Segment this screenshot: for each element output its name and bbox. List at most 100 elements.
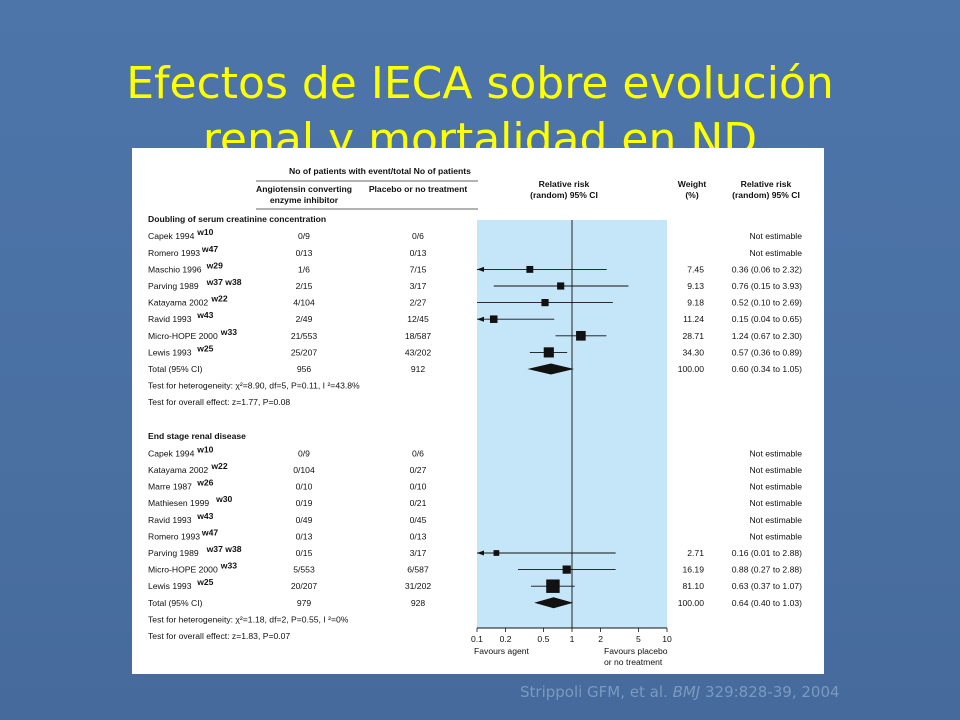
- study-name: Parving 1989: [148, 281, 199, 291]
- weight-value: 11.24: [683, 314, 704, 324]
- point-estimate: [493, 550, 500, 556]
- rr-value: Not estimable: [749, 448, 802, 458]
- overall-effect-test: Test for overall effect: z=1.83, P=0.07: [148, 631, 290, 641]
- rr-value: 0.16 (0.01 to 2.88): [732, 548, 802, 558]
- weight-value: 7.45: [687, 264, 704, 274]
- weight-value: 9.13: [687, 281, 704, 291]
- study-name: Romero 1993: [148, 248, 200, 258]
- study-name: Lewis 1993: [148, 581, 192, 591]
- placebo-count: 0/10: [410, 482, 427, 492]
- study-name: Capek 1994: [148, 448, 195, 458]
- heterogeneity-test: Test for heterogeneity: χ²=1.18, df=2, P…: [148, 614, 349, 624]
- study-ref: w22: [210, 294, 227, 304]
- agent-count: 2/49: [296, 314, 313, 324]
- favours-agent: Favours agent: [474, 646, 530, 656]
- agent-count: 0/19: [296, 498, 313, 508]
- citation-authors: Strippoli GFM, et al.: [520, 683, 673, 701]
- agent-count: 0/104: [293, 465, 315, 475]
- favours-placebo-2: or no treatment: [604, 657, 663, 667]
- study-ref: w30: [215, 494, 232, 504]
- point-estimate: [546, 579, 560, 593]
- placebo-count: 0/6: [412, 448, 424, 458]
- study-ref: w33: [220, 561, 237, 571]
- placebo-count: 0/13: [410, 531, 427, 541]
- study-name: Micro-HOPE 2000: [148, 331, 218, 341]
- total-weight: 100.00: [678, 598, 705, 608]
- point-estimate: [541, 299, 549, 307]
- study-ref: w43: [196, 310, 213, 320]
- agent-count: 2/15: [296, 281, 313, 291]
- citation-journal: BMJ: [672, 683, 701, 701]
- agent-count: 5/553: [293, 565, 315, 575]
- x-tick-label: 0.5: [537, 634, 549, 644]
- point-estimate: [489, 315, 498, 323]
- forest-plot-figure: No of patients with event/total No of pa…: [132, 148, 824, 674]
- point-estimate: [526, 265, 534, 273]
- rr-value: 0.88 (0.27 to 2.88): [732, 565, 802, 575]
- study-name: Parving 1989: [148, 548, 199, 558]
- rr-value: Not estimable: [749, 531, 802, 541]
- rr-value: 0.63 (0.37 to 1.07): [732, 581, 802, 591]
- placebo-count: 7/15: [410, 264, 427, 274]
- rr-value: 1.24 (0.67 to 2.30): [732, 331, 802, 341]
- agent-count: 25/207: [291, 347, 318, 357]
- section-title: Doubling of serum creatinine concentrati…: [148, 214, 326, 224]
- point-estimate: [562, 565, 571, 574]
- study-name: Capek 1994: [148, 231, 195, 241]
- x-tick-label: 0.2: [500, 634, 512, 644]
- ci-arrow-left: [477, 266, 484, 272]
- weight-value: 28.71: [682, 331, 704, 341]
- study-ref: w25: [196, 577, 213, 587]
- favours-placebo-1: Favours placebo: [604, 646, 668, 656]
- placebo-count: 3/17: [410, 548, 427, 558]
- placebo-count: 2/27: [410, 298, 427, 308]
- header-weight-2: (%): [685, 190, 699, 200]
- placebo-count: 0/21: [410, 498, 427, 508]
- total-label: Total (95% CI): [148, 364, 203, 374]
- study-name: Lewis 1993: [148, 347, 192, 357]
- study-name: Romero 1993: [148, 531, 200, 541]
- total-label: Total (95% CI): [148, 598, 203, 608]
- weight-value: 9.18: [687, 298, 704, 308]
- placebo-count: 0/45: [410, 515, 427, 525]
- weight-value: 2.71: [687, 548, 704, 558]
- header-patient-counts: No of patients with event/total No of pa…: [289, 166, 471, 176]
- placebo-count: 43/202: [405, 347, 432, 357]
- slide-title-line-2: renal y mortalidad en ND: [202, 114, 758, 148]
- study-ref: w47: [201, 527, 218, 537]
- agent-count: 0/9: [298, 448, 310, 458]
- header-placebo: Placebo or no treatment: [369, 184, 468, 194]
- weight-value: 81.10: [682, 581, 704, 591]
- rr-value: Not estimable: [749, 498, 802, 508]
- study-name: Marre 1987: [148, 482, 192, 492]
- x-tick-label: 1: [570, 634, 575, 644]
- pooled-diamond: [534, 597, 574, 609]
- agent-count: 20/207: [291, 581, 318, 591]
- study-ref: w10: [196, 227, 213, 237]
- placebo-count: 6/587: [407, 565, 429, 575]
- total-weight: 100.00: [678, 364, 705, 374]
- rr-value: Not estimable: [749, 465, 802, 475]
- study-ref: w25: [196, 343, 213, 353]
- point-estimate: [557, 282, 565, 290]
- x-tick-label: 5: [636, 634, 641, 644]
- agent-count: 1/6: [298, 264, 310, 274]
- agent-count: 0/10: [296, 482, 313, 492]
- point-estimate: [543, 347, 554, 358]
- total-placebo: 928: [411, 598, 426, 608]
- study-ref: w33: [220, 327, 237, 337]
- agent-count: 21/553: [291, 331, 318, 341]
- x-tick-label: 10: [662, 634, 672, 644]
- total-rr: 0.64 (0.40 to 1.03): [732, 598, 802, 608]
- placebo-count: 0/13: [410, 248, 427, 258]
- weight-value: 16.19: [682, 565, 704, 575]
- placebo-count: 31/202: [405, 581, 432, 591]
- heterogeneity-test: Test for heterogeneity: χ²=8.90, df=5, P…: [148, 381, 360, 391]
- rr-value: 0.52 (0.10 to 2.69): [732, 298, 802, 308]
- citation-ref: 329:828-39, 2004: [700, 683, 840, 701]
- study-name: Katayama 2002: [148, 298, 208, 308]
- total-agent: 956: [297, 364, 312, 374]
- header-rr2-2: (random) 95% CI: [732, 190, 800, 200]
- x-tick-label: 2: [598, 634, 603, 644]
- study-ref: w37 w38: [206, 277, 242, 287]
